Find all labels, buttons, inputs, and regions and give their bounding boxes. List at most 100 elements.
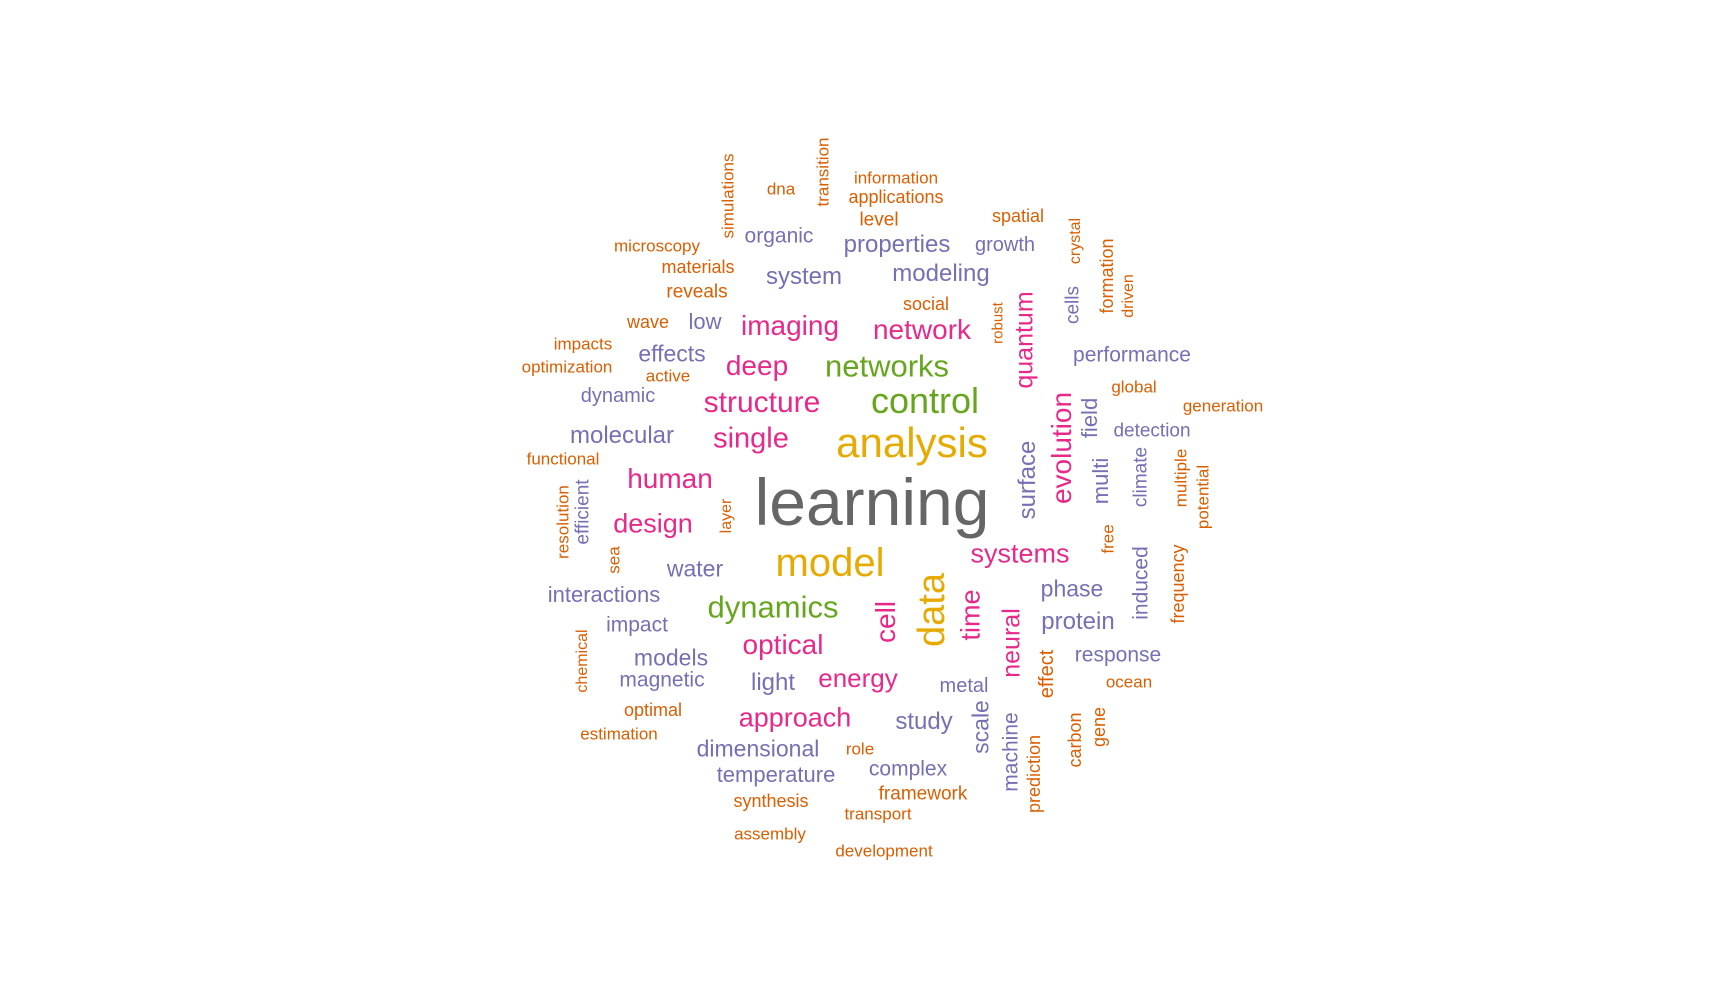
- cloud-word-frequency: frequency: [1168, 544, 1188, 624]
- cloud-word-deep: deep: [725, 350, 789, 381]
- cloud-word-potential: potential: [1193, 464, 1213, 530]
- cloud-word-climate: climate: [1130, 446, 1152, 508]
- cloud-word-chemical: chemical: [574, 629, 591, 693]
- cloud-word-properties: properties: [843, 231, 951, 258]
- cloud-word-analysis: analysis: [836, 419, 988, 466]
- cloud-word-organic: organic: [744, 224, 814, 248]
- cloud-word-sea: sea: [604, 546, 624, 574]
- cloud-word-cells: cells: [1062, 285, 1084, 325]
- cloud-word-role: role: [845, 739, 875, 759]
- cloud-word-low: low: [688, 309, 722, 334]
- cloud-word-imaging: imaging: [740, 310, 840, 341]
- cloud-word-reveals: reveals: [666, 281, 728, 303]
- cloud-word-quantum: quantum: [1010, 291, 1039, 389]
- cloud-word-effects: effects: [638, 340, 706, 367]
- cloud-word-complex: complex: [868, 757, 948, 781]
- cloud-word-framework: framework: [878, 783, 968, 805]
- cloud-word-functional: functional: [526, 449, 600, 469]
- cloud-word-approach: approach: [738, 702, 852, 733]
- cloud-word-resolution: resolution: [553, 485, 573, 559]
- cloud-word-water: water: [666, 555, 724, 582]
- cloud-word-model: model: [775, 541, 885, 585]
- cloud-word-networks: networks: [824, 348, 950, 384]
- cloud-word-metal: metal: [939, 675, 989, 697]
- cloud-word-network: network: [872, 314, 972, 345]
- cloud-word-dna: dna: [766, 179, 796, 199]
- cloud-word-single: single: [713, 422, 789, 455]
- cloud-word-active: active: [645, 366, 691, 386]
- cloud-word-growth: growth: [974, 234, 1036, 256]
- cloud-word-simulations: simulations: [718, 153, 738, 239]
- cloud-word-data: data: [911, 573, 953, 647]
- cloud-word-modeling: modeling: [892, 260, 990, 287]
- cloud-word-design: design: [613, 508, 693, 539]
- cloud-word-development: development: [835, 841, 933, 861]
- cloud-word-gene: gene: [1089, 706, 1109, 748]
- cloud-word-impact: impact: [606, 613, 668, 637]
- cloud-word-scale: scale: [967, 700, 994, 754]
- cloud-word-prediction: prediction: [1024, 734, 1044, 814]
- cloud-word-social: social: [902, 294, 950, 314]
- cloud-word-driven: driven: [1120, 274, 1137, 318]
- cloud-word-wave: wave: [626, 312, 670, 332]
- cloud-word-optical: optical: [742, 629, 824, 660]
- cloud-word-microscopy: microscopy: [614, 236, 700, 256]
- cloud-word-response: response: [1074, 643, 1162, 667]
- cloud-word-systems: systems: [970, 538, 1070, 569]
- cloud-word-control: control: [870, 380, 980, 421]
- cloud-word-dimensional: dimensional: [696, 735, 820, 762]
- cloud-word-global: global: [1111, 377, 1157, 397]
- cloud-word-effect: effect: [1036, 649, 1058, 699]
- cloud-word-synthesis: synthesis: [733, 791, 809, 811]
- cloud-word-dynamics: dynamics: [707, 589, 839, 625]
- cloud-word-human: human: [627, 463, 713, 494]
- cloud-word-optimal: optimal: [623, 700, 683, 720]
- cloud-word-formation: formation: [1097, 238, 1117, 314]
- cloud-word-system: system: [765, 263, 843, 290]
- cloud-word-machine: machine: [999, 712, 1023, 792]
- cloud-word-impacts: impacts: [553, 334, 613, 354]
- cloud-word-spatial: spatial: [991, 206, 1045, 226]
- cloud-word-transition: transition: [813, 137, 833, 207]
- cloud-word-magnetic: magnetic: [619, 668, 705, 692]
- cloud-word-neural: neural: [997, 608, 1026, 678]
- cloud-word-generation: generation: [1182, 396, 1264, 416]
- cloud-word-detection: detection: [1113, 420, 1191, 442]
- cloud-word-carbon: carbon: [1065, 712, 1085, 768]
- cloud-word-temperature: temperature: [716, 762, 836, 787]
- cloud-word-interactions: interactions: [547, 582, 661, 607]
- cloud-word-protein: protein: [1041, 608, 1115, 635]
- cloud-word-free: free: [1098, 524, 1118, 554]
- cloud-word-field: field: [1077, 397, 1102, 439]
- cloud-word-study: study: [895, 708, 953, 735]
- cloud-word-dynamic: dynamic: [580, 385, 656, 407]
- cloud-word-surface: surface: [1014, 440, 1041, 520]
- cloud-word-phase: phase: [1040, 575, 1104, 602]
- cloud-word-crystal: crystal: [1067, 217, 1084, 265]
- cloud-word-layer: layer: [718, 498, 735, 534]
- cloud-word-assembly: assembly: [734, 824, 806, 844]
- cloud-word-transport: transport: [844, 804, 912, 824]
- cloud-word-optimization: optimization: [521, 357, 613, 377]
- cloud-word-information: information: [853, 168, 939, 188]
- cloud-word-performance: performance: [1073, 343, 1191, 367]
- cloud-word-robust: robust: [989, 302, 1007, 344]
- cloud-word-models: models: [633, 644, 709, 671]
- cloud-word-induced: induced: [1129, 546, 1153, 620]
- cloud-word-materials: materials: [661, 257, 735, 277]
- cloud-word-light: light: [750, 669, 796, 696]
- cloud-word-multi: multi: [1088, 457, 1113, 505]
- cloud-word-energy: energy: [818, 663, 898, 693]
- cloud-word-structure: structure: [703, 386, 821, 419]
- cloud-word-efficient: efficient: [572, 479, 594, 545]
- cloud-word-molecular: molecular: [569, 422, 675, 449]
- cloud-word-evolution: evolution: [1046, 391, 1077, 505]
- cloud-word-ocean: ocean: [1105, 672, 1153, 692]
- cloud-word-time: time: [955, 589, 986, 641]
- cloud-word-applications: applications: [848, 187, 944, 207]
- cloud-word-level: level: [859, 209, 899, 231]
- cloud-word-estimation: estimation: [580, 724, 658, 744]
- cloud-word-multiple: multiple: [1171, 448, 1191, 508]
- cloud-word-learning: learning: [754, 465, 990, 539]
